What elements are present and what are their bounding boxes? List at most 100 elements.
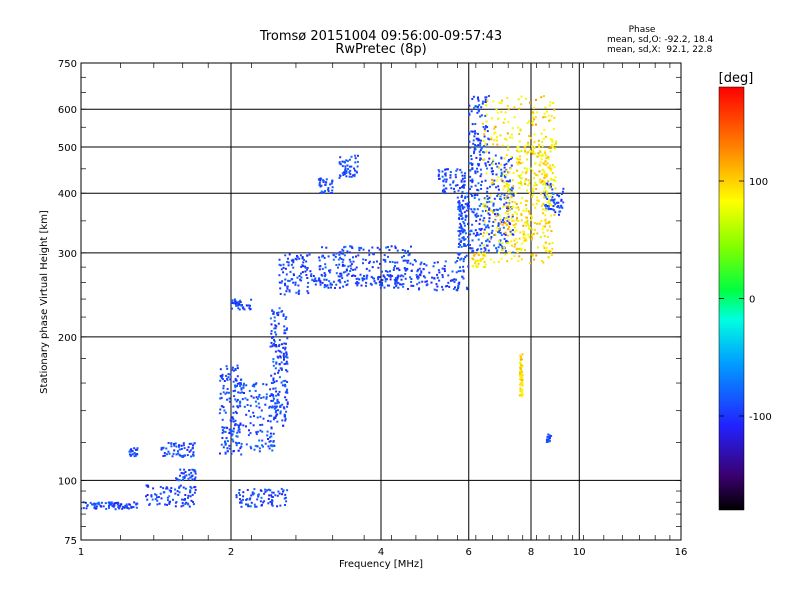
echo-point	[407, 250, 409, 253]
echo-point	[547, 204, 550, 207]
echo-point	[518, 140, 521, 143]
x-axis-label: Frequency [MHz]	[339, 559, 423, 570]
echo-point	[483, 205, 486, 208]
echo-point	[498, 228, 501, 231]
echo-point	[236, 442, 238, 445]
echo-point	[357, 154, 359, 157]
echo-point	[543, 180, 546, 183]
echo-point	[505, 196, 508, 199]
echo-point	[476, 170, 479, 173]
echo-point	[464, 197, 467, 200]
echo-point	[371, 266, 374, 269]
echo-point	[545, 209, 548, 212]
echo-point	[520, 213, 523, 216]
echo-point	[383, 254, 386, 257]
echo-point	[517, 98, 520, 101]
echo-point	[324, 263, 327, 266]
echo-point	[549, 168, 552, 171]
echo-point	[277, 393, 280, 396]
echo-point	[511, 220, 514, 222]
echo-point	[263, 500, 266, 503]
echo-point	[270, 495, 273, 498]
echo-point	[169, 490, 172, 493]
echo-point	[486, 201, 489, 204]
echo-point	[519, 373, 521, 376]
echo-point	[401, 249, 404, 251]
echo-point	[507, 196, 510, 199]
echo-point	[502, 173, 505, 176]
echo-point	[523, 180, 526, 183]
echo-point	[547, 157, 550, 160]
echo-point	[227, 373, 230, 376]
echo-point	[468, 131, 471, 134]
echo-point	[339, 251, 342, 254]
echo-point	[385, 278, 388, 281]
echo-point	[278, 263, 281, 266]
echo-point	[444, 173, 447, 176]
echo-point	[226, 398, 229, 401]
echo-point	[279, 355, 282, 358]
echo-point	[229, 378, 232, 381]
echo-point	[172, 498, 174, 501]
echo-point	[522, 209, 525, 212]
echo-point	[528, 135, 530, 137]
echo-point	[459, 208, 462, 211]
echo-point	[520, 377, 523, 380]
echo-point	[477, 132, 479, 135]
echo-point	[396, 277, 399, 280]
echo-point	[184, 475, 186, 478]
echo-point	[272, 311, 275, 314]
y-tick-label: 300	[58, 249, 77, 260]
echo-point	[182, 504, 185, 507]
echo-point	[478, 222, 481, 225]
echo-point	[342, 264, 344, 266]
echo-point	[232, 430, 235, 433]
echo-point	[531, 195, 533, 198]
echo-point	[502, 181, 505, 184]
echo-point	[458, 253, 461, 256]
echo-point	[371, 277, 374, 280]
echo-point	[507, 241, 510, 244]
echo-point	[285, 398, 288, 401]
echo-point	[538, 143, 541, 146]
echo-point	[178, 444, 180, 447]
echo-point	[506, 219, 509, 222]
echo-point	[467, 222, 470, 225]
echo-point	[191, 468, 194, 471]
echo-point	[468, 188, 471, 191]
echo-point	[462, 258, 465, 260]
echo-point	[479, 229, 482, 232]
echo-point	[297, 284, 300, 287]
y-tick-label: 100	[58, 476, 77, 487]
echo-point	[452, 181, 455, 184]
echo-point	[240, 453, 243, 456]
echo-point	[520, 376, 522, 378]
echo-point	[457, 206, 460, 208]
echo-point	[524, 199, 527, 202]
x-tick-label: 16	[675, 547, 688, 558]
echo-point	[189, 490, 192, 493]
echo-point	[240, 499, 243, 502]
echo-point	[540, 155, 543, 157]
echo-point	[258, 395, 260, 398]
echo-point	[383, 286, 386, 289]
echo-point	[282, 490, 284, 493]
echo-point	[497, 251, 500, 254]
echo-point	[253, 488, 256, 491]
echo-point	[484, 247, 487, 250]
echo-point	[248, 409, 250, 412]
echo-point	[477, 99, 480, 102]
echo-point	[468, 113, 471, 116]
echo-point	[453, 278, 456, 281]
echo-point	[558, 213, 560, 216]
echo-point	[445, 168, 448, 171]
echo-point	[416, 283, 419, 286]
echo-point	[224, 441, 227, 444]
echo-point	[284, 383, 287, 386]
echo-point	[188, 505, 191, 508]
echo-point	[441, 276, 444, 279]
echo-point	[324, 183, 327, 186]
echo-point	[237, 304, 239, 307]
echo-point	[343, 280, 346, 283]
echo-point	[283, 293, 286, 296]
